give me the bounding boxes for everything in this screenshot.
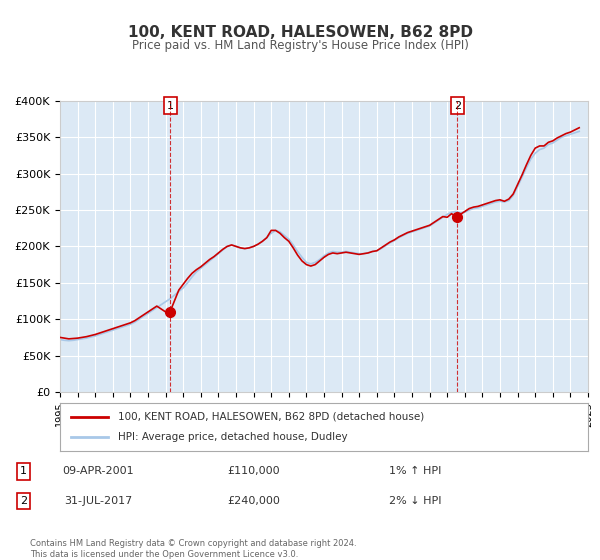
Text: 09-APR-2001: 09-APR-2001 bbox=[62, 466, 134, 477]
Text: 100, KENT ROAD, HALESOWEN, B62 8PD (detached house): 100, KENT ROAD, HALESOWEN, B62 8PD (deta… bbox=[118, 412, 424, 422]
Text: 100, KENT ROAD, HALESOWEN, B62 8PD: 100, KENT ROAD, HALESOWEN, B62 8PD bbox=[128, 25, 473, 40]
Text: £240,000: £240,000 bbox=[227, 496, 280, 506]
Text: 2: 2 bbox=[454, 101, 461, 111]
Text: HPI: Average price, detached house, Dudley: HPI: Average price, detached house, Dudl… bbox=[118, 432, 348, 442]
Text: £110,000: £110,000 bbox=[227, 466, 280, 477]
Text: 2: 2 bbox=[20, 496, 27, 506]
Text: Contains HM Land Registry data © Crown copyright and database right 2024.: Contains HM Land Registry data © Crown c… bbox=[30, 539, 356, 548]
Text: 1: 1 bbox=[167, 101, 174, 111]
Text: 2% ↓ HPI: 2% ↓ HPI bbox=[389, 496, 442, 506]
Text: 1: 1 bbox=[20, 466, 27, 477]
Text: This data is licensed under the Open Government Licence v3.0.: This data is licensed under the Open Gov… bbox=[30, 550, 298, 559]
Text: 1% ↑ HPI: 1% ↑ HPI bbox=[389, 466, 442, 477]
Text: 31-JUL-2017: 31-JUL-2017 bbox=[64, 496, 133, 506]
Text: Price paid vs. HM Land Registry's House Price Index (HPI): Price paid vs. HM Land Registry's House … bbox=[131, 39, 469, 52]
